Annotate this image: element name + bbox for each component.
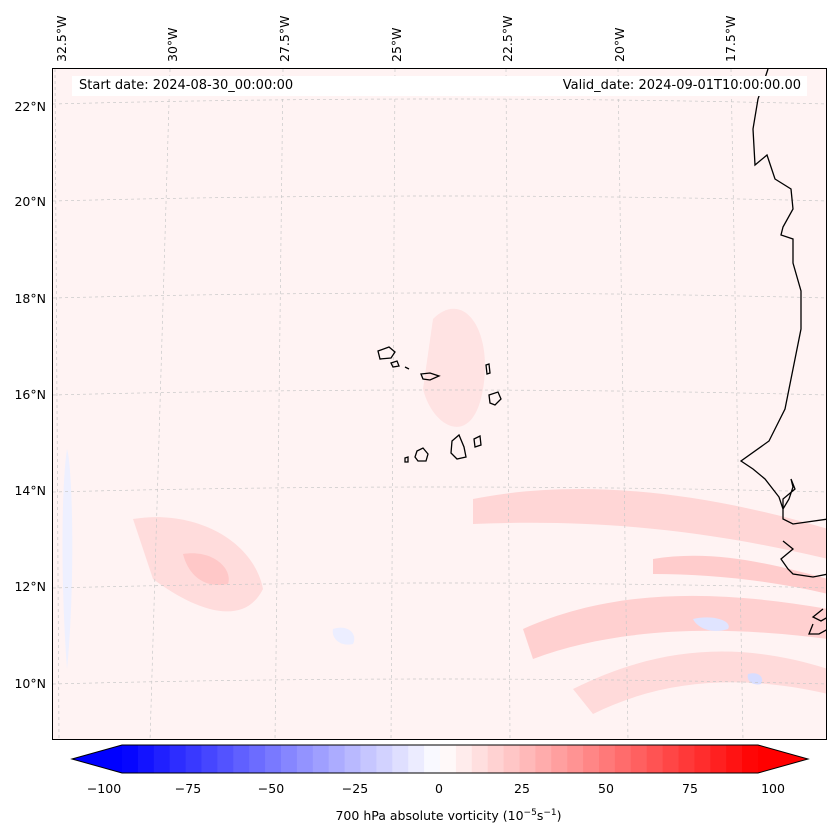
colorbar-cell — [376, 745, 393, 773]
colorbar-cell — [312, 745, 330, 773]
map-panel — [52, 68, 827, 740]
lat-label-18n: 18°N — [14, 291, 46, 306]
cabo-verde-islands — [377, 346, 502, 463]
colorbar-cell — [201, 745, 218, 773]
vorticity-contours — [53, 69, 826, 739]
colorbar-cell — [265, 745, 282, 773]
contour-band-2 — [523, 595, 826, 659]
lat-label-14n: 14°N — [14, 483, 46, 498]
contour-negative-3 — [747, 673, 763, 685]
colorbar — [70, 744, 810, 774]
colorbar-cell — [122, 745, 139, 773]
colorbar-cell — [567, 745, 584, 773]
colorbar-tick-label: 0 — [435, 781, 443, 796]
colorbar-cell — [424, 745, 441, 773]
colorbar-cell — [137, 745, 155, 773]
colorbar-cell — [153, 745, 171, 773]
colorbar-cell — [519, 745, 536, 773]
colorbar-cell — [471, 745, 489, 773]
colorbar-cell — [408, 745, 425, 773]
colorbar-cell — [662, 745, 679, 773]
colorbar-tick-label: 50 — [598, 781, 614, 796]
colorbar-cell — [328, 745, 346, 773]
colorbar-cell — [233, 745, 250, 773]
header-box — [72, 76, 807, 96]
colorbar-cell — [599, 745, 616, 773]
colorbar-cell — [551, 745, 568, 773]
lat-label-16n: 16°N — [14, 387, 46, 402]
colorbar-tick-label: −25 — [341, 781, 369, 796]
colorbar-label-text: 700 hPa absolute vorticity (10 — [335, 808, 524, 824]
colorbar-cell — [742, 745, 759, 773]
african-coastline — [739, 69, 826, 635]
colorbar-cell — [726, 745, 743, 773]
lon-label-17-5w: 17.5°W — [723, 15, 738, 62]
lon-label-22-5w: 22.5°W — [500, 15, 515, 62]
colorbar-cell — [169, 745, 187, 773]
colorbar-cell — [392, 745, 409, 773]
colorbar-tick-label: −50 — [257, 781, 285, 796]
contour-band-4 — [653, 555, 826, 594]
lat-label-20n: 20°N — [14, 194, 46, 209]
graticule — [53, 69, 826, 739]
colorbar-cell — [249, 745, 266, 773]
colorbar-extend-min — [72, 745, 122, 773]
colorbar-cell — [614, 745, 632, 773]
colorbar-label-exp1: −5 — [523, 808, 537, 818]
colorbar-label-exp2: −1 — [543, 808, 557, 818]
colorbar-cell — [694, 745, 711, 773]
colorbar-cell — [217, 745, 234, 773]
contour-positive-west-core — [183, 553, 229, 585]
colorbar-label-close: ) — [556, 808, 562, 824]
colorbar-tick-label: 75 — [682, 781, 698, 796]
colorbar-cells — [72, 745, 808, 773]
colorbar-outline — [70, 744, 810, 774]
colorbar-cell — [583, 745, 600, 773]
colorbar-cell — [487, 745, 505, 773]
contour-negative-2 — [332, 627, 355, 645]
colorbar-cell — [344, 745, 361, 773]
colorbar-cell — [503, 745, 520, 773]
colorbar-cell — [455, 745, 473, 773]
contour-negative-west — [62, 449, 73, 669]
colorbar-tick-label: 100 — [761, 781, 785, 796]
colorbar-tick-label: 25 — [514, 781, 530, 796]
lon-label-32-5w: 32.5°W — [54, 15, 69, 62]
lat-label-22n: 22°N — [14, 99, 46, 114]
lat-label-10n: 10°N — [14, 676, 46, 691]
colorbar-cell — [440, 745, 457, 773]
colorbar-cell — [710, 745, 727, 773]
colorbar-cell — [646, 745, 664, 773]
lat-label-12n: 12°N — [14, 579, 46, 594]
colorbar-tick-label: −100 — [86, 781, 122, 796]
start-date-label: Start date: 2024-08-30_00:00:00 — [79, 78, 294, 93]
valid-date-label: Valid_date: 2024-09-01T10:00:00.00 — [562, 78, 801, 93]
contour-band-1 — [473, 489, 826, 559]
colorbar-cell — [281, 745, 298, 773]
colorbar-cell — [360, 745, 377, 773]
lon-label-25w: 25°W — [389, 27, 404, 62]
contour-negative-1 — [693, 617, 729, 631]
vorticity-map — [53, 69, 826, 739]
colorbar-tick-label: −75 — [174, 781, 202, 796]
contour-positive-center — [423, 308, 485, 427]
colorbar-extend-max — [758, 745, 808, 773]
lon-label-20w: 20°W — [612, 27, 627, 62]
contour-band-3 — [573, 651, 826, 714]
colorbar-label-mid: s — [536, 808, 544, 824]
lon-label-30w: 30°W — [165, 27, 180, 62]
colorbar-cell — [535, 745, 552, 773]
lon-label-27-5w: 27.5°W — [277, 15, 292, 62]
colorbar-cell — [185, 745, 202, 773]
colorbar-label: 700 hPa absolute vorticity (10−5s−1) — [0, 808, 837, 823]
colorbar-cell — [630, 745, 648, 773]
colorbar-cell — [296, 745, 314, 773]
colorbar-cell — [678, 745, 695, 773]
